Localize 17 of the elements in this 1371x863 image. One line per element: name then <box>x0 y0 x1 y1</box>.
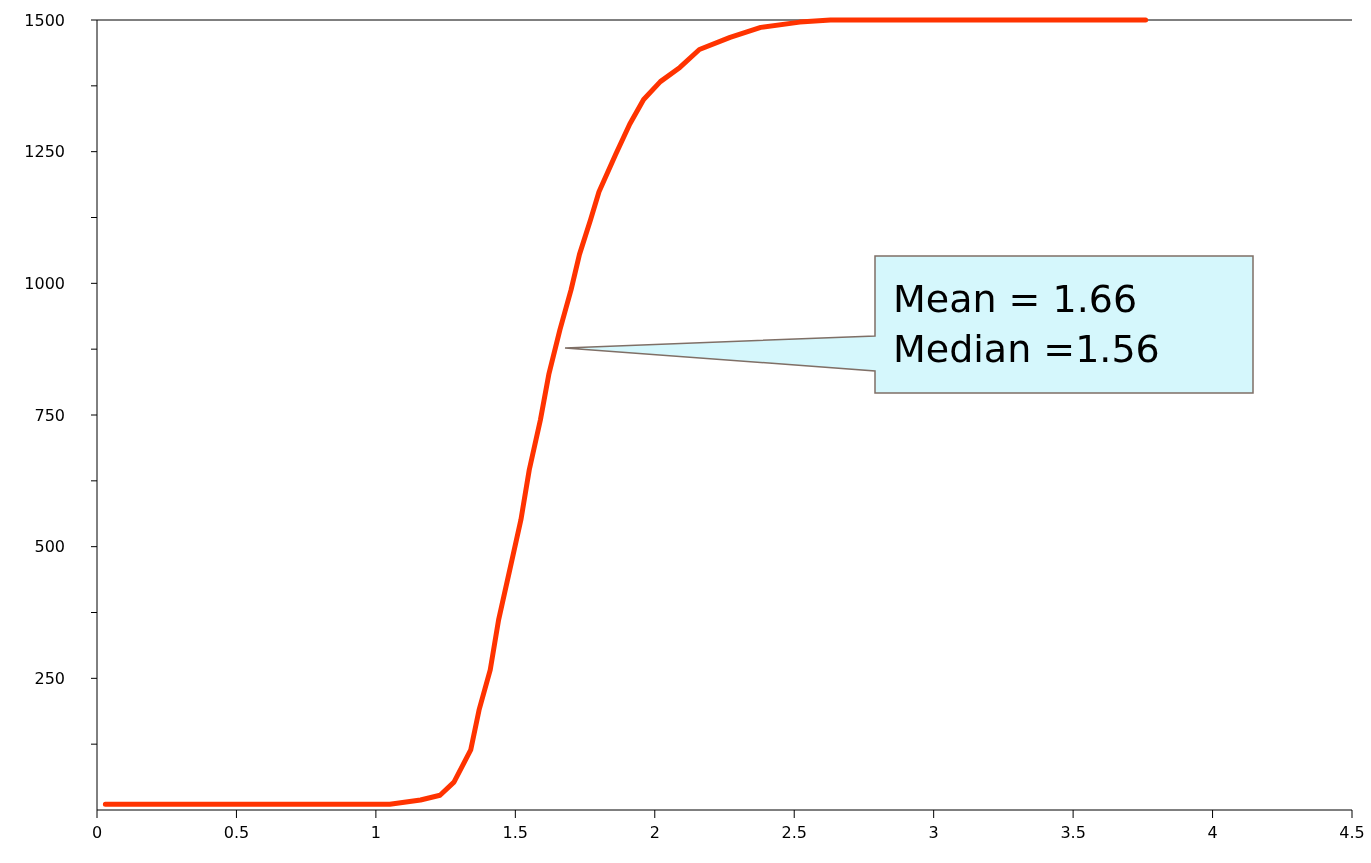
x-tick-label: 1.5 <box>502 822 529 842</box>
y-tick-label: 250 <box>34 668 65 688</box>
y-tick-label: 750 <box>34 405 65 425</box>
x-tick-label: 2.5 <box>781 822 807 842</box>
x-tick-label: 0.5 <box>223 822 250 842</box>
x-tick-label: 4 <box>1207 822 1218 842</box>
x-tick-label: 3 <box>928 822 939 842</box>
y-tick-label: 1000 <box>24 273 65 293</box>
x-tick-label: 1 <box>370 822 381 842</box>
x-tick-label: 0 <box>91 822 103 842</box>
x-tick-label: 3.5 <box>1060 822 1086 842</box>
x-tick-label: 4.5 <box>1339 822 1365 842</box>
y-tick-label: 500 <box>34 537 65 557</box>
y-tick-label: 1500 <box>24 10 65 30</box>
x-tick-label: 2 <box>649 822 660 842</box>
annotation: Mean = 1.66 Median =1.56 <box>893 277 1160 372</box>
y-tick-label: 1250 <box>24 142 65 162</box>
